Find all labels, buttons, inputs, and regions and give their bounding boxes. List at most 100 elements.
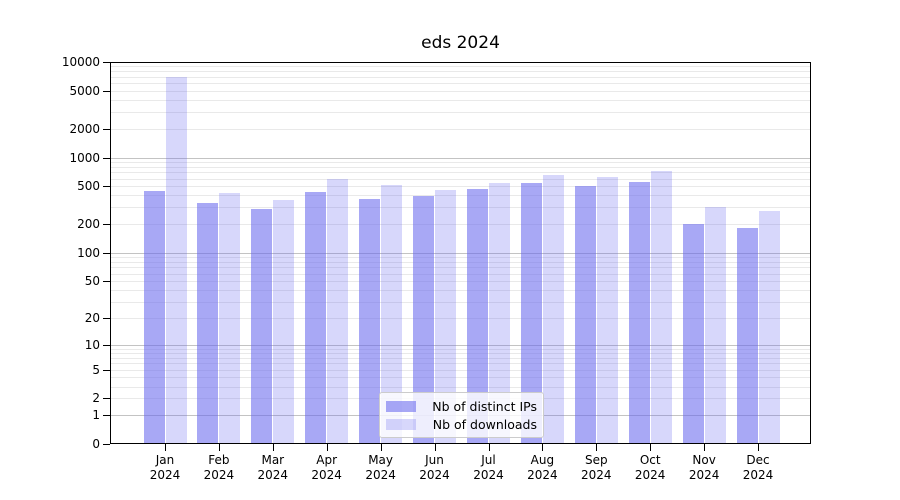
bar-downloads-jul xyxy=(489,183,510,444)
y-tick xyxy=(103,157,110,159)
bar-downloads-dec xyxy=(758,210,780,444)
bar-downloads-sep xyxy=(596,177,618,444)
gridline-minor xyxy=(110,111,811,113)
x-tick-label: Jul 2024 xyxy=(473,453,504,482)
y-tick-label: 1 xyxy=(92,408,100,423)
gridline-minor xyxy=(110,186,811,188)
bar-distinct-ips-sep xyxy=(574,186,596,444)
y-tick xyxy=(103,344,110,346)
gridline-minor xyxy=(110,178,811,180)
bar-downloads-aug xyxy=(542,175,564,444)
legend: Nb of distinct IPs Nb of downloads xyxy=(379,392,544,438)
bar-downloads-oct xyxy=(650,170,672,444)
gridline-minor xyxy=(110,267,811,269)
gridline-minor xyxy=(110,348,811,350)
y-tick-label: 1000 xyxy=(69,150,100,165)
legend-item-downloads: Nb of downloads xyxy=(386,417,537,432)
gridline-minor xyxy=(110,256,811,258)
y-tick-label: 500 xyxy=(77,179,100,194)
y-tick-label: 5 xyxy=(92,362,100,377)
chart-title: eds 2024 xyxy=(421,33,500,53)
y-tick xyxy=(103,398,110,400)
gridline-minor xyxy=(110,369,811,371)
gridline-minor xyxy=(110,71,811,73)
bar-distinct-ips-mar xyxy=(251,209,273,444)
gridline-minor xyxy=(110,352,811,354)
gridline-minor xyxy=(110,207,811,209)
gridline-minor xyxy=(110,166,811,168)
gridline-minor xyxy=(110,66,811,68)
y-tick-label: 0 xyxy=(92,437,100,451)
x-tick-label: Jun 2024 xyxy=(419,453,450,482)
bar-downloads-jun xyxy=(435,190,456,444)
gridline-minor xyxy=(110,261,811,263)
y-tick xyxy=(103,444,110,445)
gridline-minor xyxy=(110,386,811,388)
gridline-minor xyxy=(110,100,811,101)
y-tick xyxy=(103,415,110,417)
x-tick-label: Mar 2024 xyxy=(257,453,289,482)
bar-distinct-ips-jul xyxy=(467,188,488,444)
bar-distinct-ips-oct xyxy=(628,181,650,444)
x-tick-label: Aug 2024 xyxy=(527,453,558,482)
x-tick xyxy=(650,444,652,451)
x-tick-label: Oct 2024 xyxy=(634,453,666,482)
legend-label-distinct-ips: Nb of distinct IPs xyxy=(432,398,537,414)
bar-downloads-nov xyxy=(704,206,726,444)
x-tick xyxy=(488,444,490,451)
legend-swatch-downloads xyxy=(386,418,416,430)
x-tick-label: May 2024 xyxy=(365,453,396,482)
x-tick xyxy=(434,444,436,451)
x-tick xyxy=(218,444,220,451)
y-tick-label: 20 xyxy=(84,310,100,325)
gridline-minor xyxy=(110,273,811,275)
y-tick-label: 200 xyxy=(77,217,100,231)
x-tick xyxy=(165,444,166,451)
y-tick-label: 5000 xyxy=(69,83,100,98)
gridline-minor xyxy=(110,317,811,319)
x-tick xyxy=(326,444,328,451)
x-tick-label: Dec 2024 xyxy=(742,453,774,482)
bar-distinct-ips-dec xyxy=(736,227,758,444)
x-tick xyxy=(596,444,598,451)
bar-distinct-ips-jun xyxy=(413,195,434,444)
y-tick-label: 2000 xyxy=(69,121,100,136)
x-tick-label: Apr 2024 xyxy=(311,453,342,482)
x-tick-label: Sep 2024 xyxy=(581,453,612,482)
bar-downloads-jan xyxy=(165,77,187,444)
legend-item-distinct-ips: Nb of distinct IPs xyxy=(386,399,537,414)
y-tick xyxy=(103,252,110,254)
y-tick-label: 2 xyxy=(92,391,100,406)
bar-distinct-ips-nov xyxy=(682,224,704,444)
gridline-minor xyxy=(110,195,811,197)
x-tick-label: Feb 2024 xyxy=(203,453,235,482)
bar-distinct-ips-aug xyxy=(520,183,542,444)
legend-label-downloads: Nb of downloads xyxy=(432,416,537,432)
gridline-minor xyxy=(110,172,811,174)
y-tick-label: 100 xyxy=(77,245,100,260)
y-tick xyxy=(103,90,110,92)
gridline-minor xyxy=(110,280,811,282)
y-tick-label: 10 xyxy=(84,337,100,352)
gridline-minor xyxy=(110,83,811,85)
gridline-minor xyxy=(110,357,811,359)
x-tick xyxy=(542,444,544,451)
x-tick xyxy=(758,444,759,451)
gridline-major xyxy=(110,252,811,254)
bar-distinct-ips-apr xyxy=(305,191,327,444)
y-tick xyxy=(103,317,110,319)
gridline-minor xyxy=(110,128,811,130)
gridline-minor xyxy=(110,363,811,365)
bar-downloads-mar xyxy=(273,199,295,444)
x-tick xyxy=(704,444,706,451)
legend-swatch-distinct-ips xyxy=(386,400,416,412)
bar-distinct-ips-may xyxy=(359,198,381,444)
gridline-minor xyxy=(110,224,811,225)
gridline-major xyxy=(110,157,811,159)
y-tick xyxy=(103,369,110,371)
plot-border xyxy=(110,62,811,444)
bar-distinct-ips-jan xyxy=(143,191,165,444)
gridline-minor xyxy=(110,76,811,78)
